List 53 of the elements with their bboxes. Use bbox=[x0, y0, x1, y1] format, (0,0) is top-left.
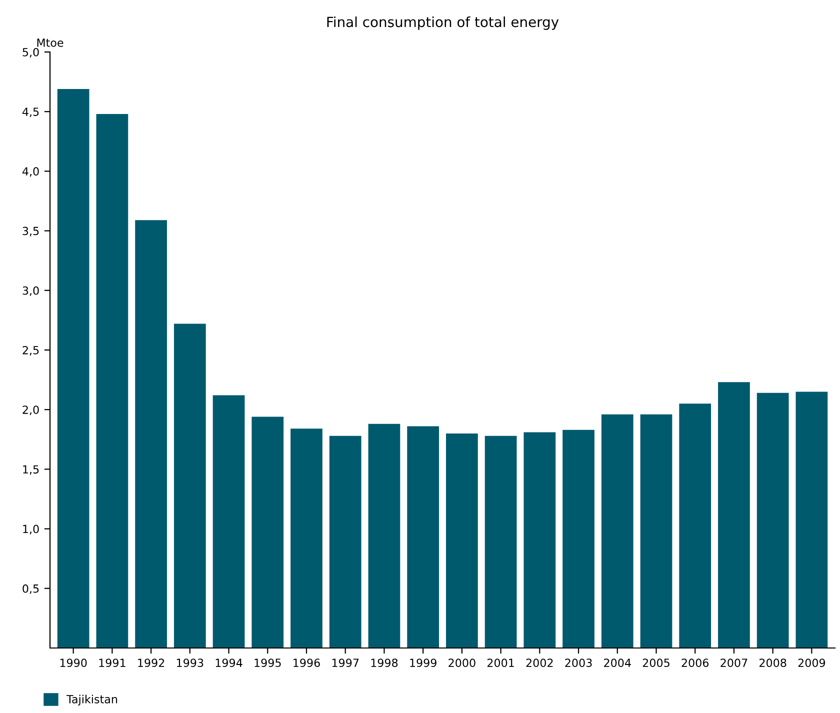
x-tick-label: 2003 bbox=[565, 658, 592, 668]
bar bbox=[96, 114, 128, 648]
x-tick-label: 2004 bbox=[604, 658, 631, 668]
y-axis-title: Mtoe bbox=[37, 38, 64, 47]
chart-title: Final consumption of total energy bbox=[327, 16, 559, 30]
bar bbox=[562, 430, 594, 648]
x-tick-label: 2009 bbox=[798, 658, 826, 668]
x-tick-label: 2006 bbox=[682, 658, 709, 668]
x-tick-label: 1990 bbox=[60, 658, 87, 668]
bar bbox=[718, 382, 750, 648]
y-tick-label: 4,0 bbox=[22, 167, 39, 177]
x-tick-label: 2000 bbox=[448, 658, 476, 668]
x-tick-label: 1999 bbox=[410, 658, 436, 668]
x-tick-label: 2005 bbox=[642, 658, 670, 668]
bar bbox=[329, 436, 362, 648]
bar bbox=[640, 414, 672, 648]
x-tick-label: 1992 bbox=[138, 658, 164, 668]
x-tick-label: 1995 bbox=[254, 658, 281, 668]
bar bbox=[57, 88, 90, 648]
bar bbox=[407, 426, 439, 648]
bar bbox=[796, 392, 828, 648]
x-tick-label: 2002 bbox=[526, 658, 553, 668]
y-tick-label: 3,0 bbox=[22, 286, 39, 296]
bar bbox=[679, 404, 712, 648]
bar bbox=[446, 433, 478, 648]
x-tick-label: 2001 bbox=[487, 658, 514, 668]
y-tick-label: 1,0 bbox=[23, 524, 39, 534]
bar bbox=[174, 324, 206, 648]
x-tick-label: 1991 bbox=[99, 658, 126, 668]
bar bbox=[524, 432, 556, 648]
legend-label: Tajikistan bbox=[66, 694, 118, 706]
x-tick-label: 1998 bbox=[371, 658, 398, 668]
x-tick-label: 1996 bbox=[294, 658, 320, 668]
bar bbox=[368, 424, 400, 648]
y-tick-label: 0,5 bbox=[22, 584, 39, 594]
x-tick-label: 1997 bbox=[332, 658, 359, 668]
y-tick-label: 5,0 bbox=[22, 48, 39, 58]
bar bbox=[756, 392, 789, 648]
y-tick-label: 3,5 bbox=[22, 226, 39, 236]
x-tick-label: 2007 bbox=[720, 658, 748, 668]
bar bbox=[290, 428, 322, 648]
y-tick-label: 2,0 bbox=[22, 406, 39, 416]
bar bbox=[484, 436, 517, 648]
bar bbox=[601, 414, 634, 648]
x-tick-label: 1994 bbox=[216, 658, 242, 668]
y-tick-label: 1,5 bbox=[23, 465, 39, 475]
x-tick-label: 2008 bbox=[759, 658, 786, 668]
bar bbox=[212, 395, 245, 648]
x-tick-label: 1993 bbox=[176, 658, 204, 668]
bar bbox=[135, 220, 167, 648]
y-tick-label: 4,5 bbox=[22, 108, 39, 118]
bar bbox=[252, 416, 284, 648]
y-tick-label: 2,5 bbox=[22, 346, 39, 356]
